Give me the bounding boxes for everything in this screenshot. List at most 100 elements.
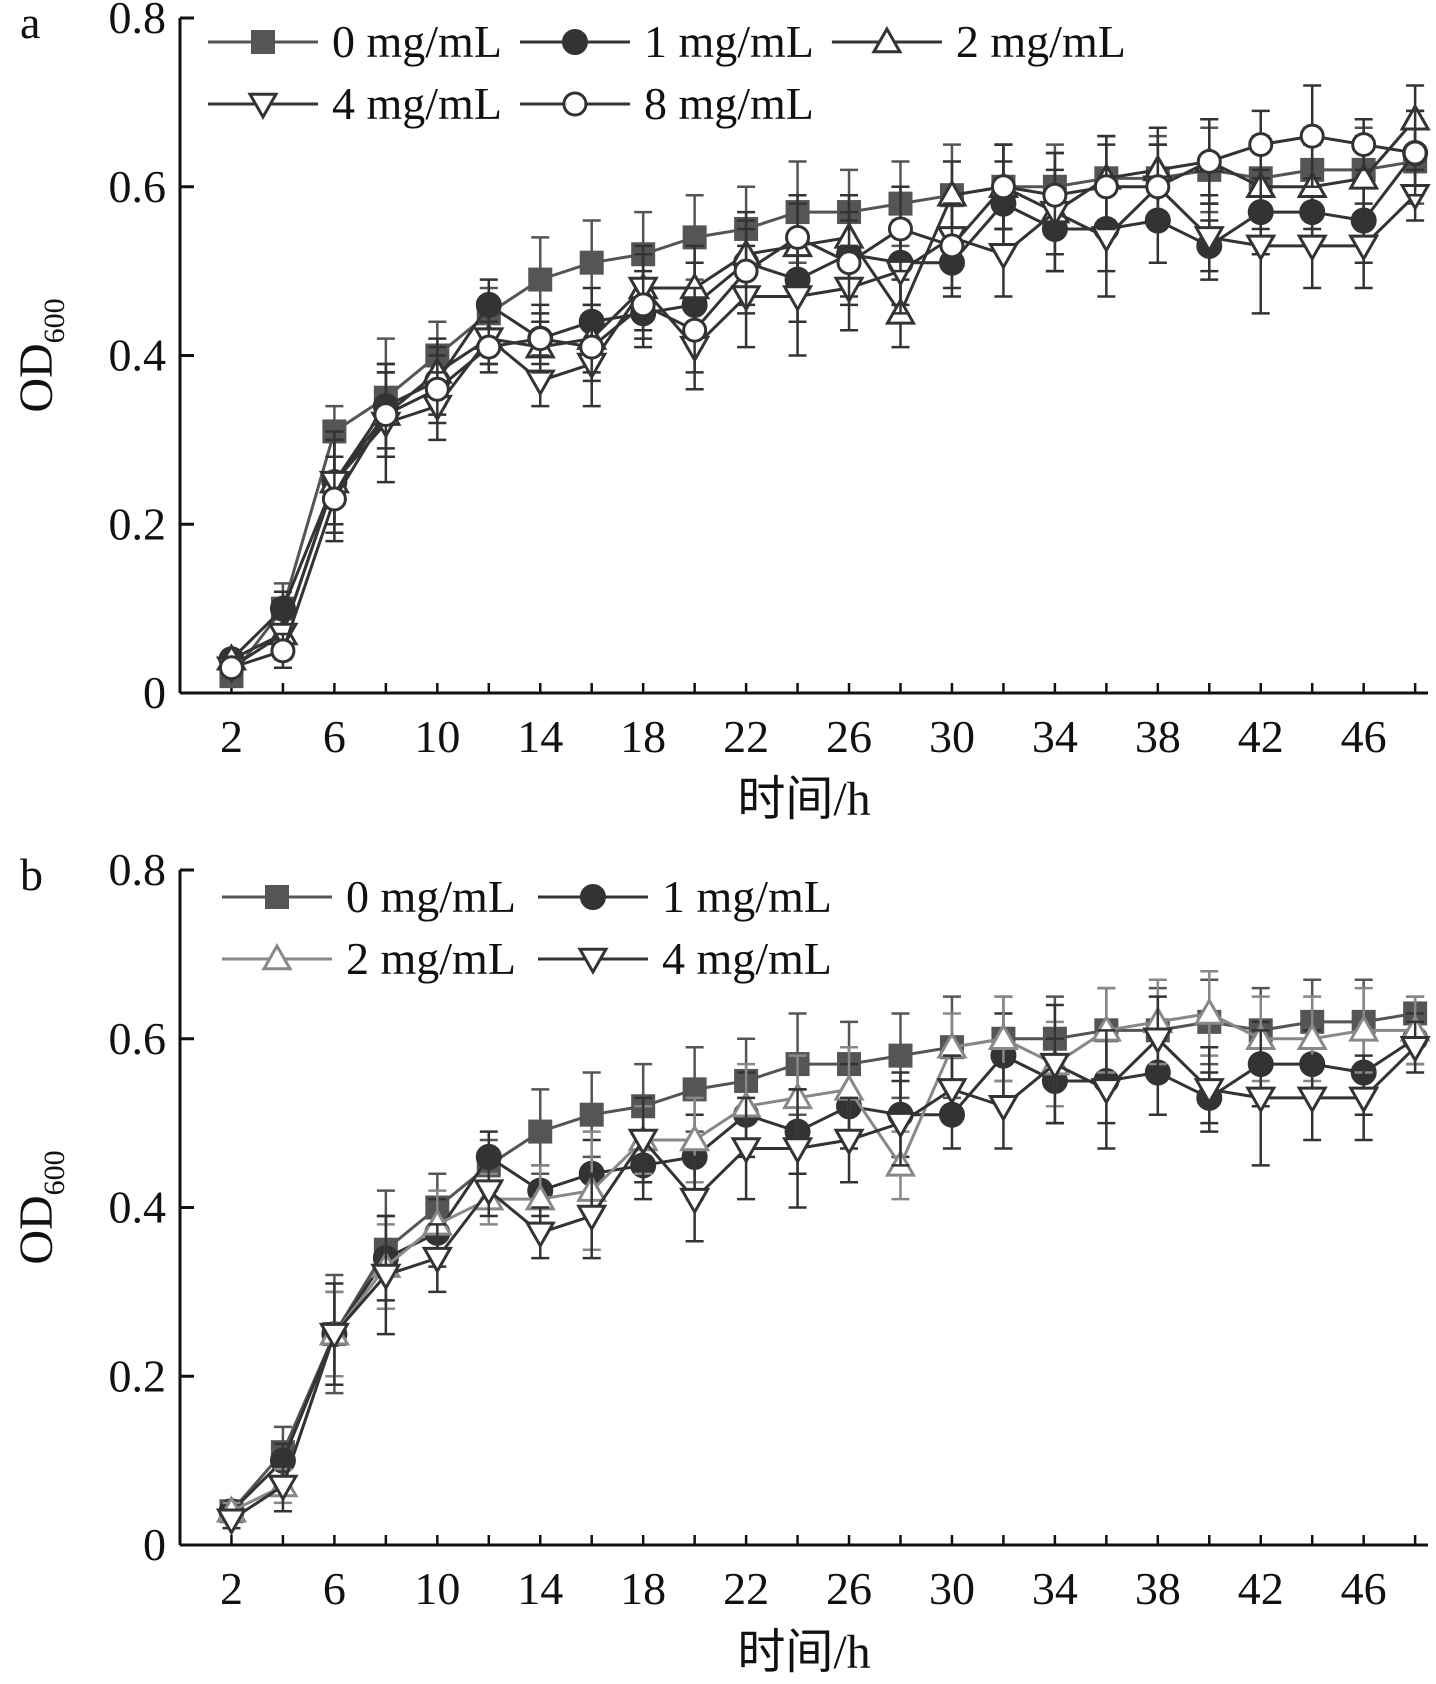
y-tick-label: 0 bbox=[143, 667, 166, 718]
data-point bbox=[524, 1221, 556, 1249]
data-point bbox=[218, 655, 244, 681]
data-point bbox=[987, 243, 1020, 271]
data-point bbox=[1142, 1027, 1174, 1055]
x-tick-label: 2 bbox=[220, 711, 243, 762]
series-line bbox=[230, 1037, 1416, 1513]
data-point bbox=[781, 285, 814, 313]
x-tick-label: 26 bbox=[826, 1563, 872, 1614]
x-tick-label: 18 bbox=[620, 711, 666, 762]
data-point bbox=[939, 233, 965, 259]
data-point bbox=[1196, 148, 1222, 174]
data-point bbox=[1245, 1086, 1277, 1114]
series-2-mg-ml bbox=[215, 84, 1431, 671]
data-point bbox=[579, 250, 604, 275]
data-point bbox=[1348, 1014, 1380, 1042]
data-point bbox=[1193, 1078, 1225, 1106]
x-tick-label: 42 bbox=[1238, 1563, 1284, 1614]
data-point bbox=[1042, 182, 1068, 208]
data-point bbox=[421, 1246, 453, 1275]
chart-panel-a: a00.20.40.60.82 6 10 14 18 22 26 30 34 38 42 46时间/h… bbox=[10, 0, 1431, 826]
panel-label: a bbox=[20, 0, 40, 48]
legend-label: 1 mg/mL bbox=[644, 16, 814, 67]
data-point bbox=[1039, 1052, 1071, 1081]
data-point bbox=[987, 1095, 1020, 1123]
data-point bbox=[1296, 1022, 1328, 1050]
data-point bbox=[682, 317, 708, 343]
data-point bbox=[1348, 1086, 1380, 1114]
data-point bbox=[785, 224, 811, 250]
legend: 0 mg/mL 1 mg/mL 2 mg/mL 4 mg/mL bbox=[222, 871, 832, 984]
series-4-mg-ml bbox=[215, 143, 1431, 684]
x-tick-label: 42 bbox=[1238, 711, 1284, 762]
data-point bbox=[318, 1322, 350, 1351]
data-point bbox=[1090, 226, 1122, 254]
data-point bbox=[987, 1022, 1020, 1050]
legend-swatch-marker bbox=[561, 29, 588, 55]
x-tick-label: 6 bbox=[323, 711, 346, 762]
data-point bbox=[1348, 234, 1380, 262]
legend-label: 0 mg/mL bbox=[332, 16, 502, 67]
x-tick-label: 10 bbox=[414, 1563, 460, 1614]
y-tick-label: 0.8 bbox=[109, 0, 167, 43]
data-point bbox=[1145, 174, 1171, 200]
x-tick-label: 10 bbox=[414, 711, 460, 762]
data-point bbox=[1296, 234, 1328, 262]
x-tick-label: 14 bbox=[517, 1563, 563, 1614]
x-tick-label: 30 bbox=[929, 1563, 975, 1614]
data-point bbox=[527, 326, 553, 352]
data-point bbox=[888, 1043, 913, 1068]
data-point bbox=[524, 369, 556, 397]
data-point bbox=[679, 1123, 711, 1152]
x-tick-label: 38 bbox=[1135, 1563, 1181, 1614]
data-point bbox=[370, 1263, 402, 1292]
legend-item-2-mg-ml: 2 mg/mL bbox=[831, 16, 1126, 67]
x-tick-label: 14 bbox=[517, 711, 563, 762]
y-axis-title-main: OD bbox=[10, 1195, 63, 1264]
data-point bbox=[990, 174, 1016, 200]
series-4-mg-ml bbox=[215, 995, 1431, 1536]
legend-item-1-mg-ml: 1 mg/mL bbox=[537, 871, 832, 922]
data-point bbox=[215, 1508, 248, 1536]
legend-item-4-mg-ml: 4 mg/mL bbox=[537, 933, 832, 984]
x-tick-label: 46 bbox=[1341, 711, 1387, 762]
data-point bbox=[473, 1179, 505, 1207]
data-point bbox=[1093, 174, 1119, 200]
data-point bbox=[267, 1474, 299, 1502]
legend-item-2-mg-ml: 2 mg/mL bbox=[222, 933, 516, 984]
legend-label: 4 mg/mL bbox=[662, 933, 832, 984]
x-tick-label: 34 bbox=[1032, 711, 1078, 762]
data-point bbox=[1296, 1086, 1328, 1114]
y-tick-label: 0 bbox=[143, 1519, 166, 1570]
data-point bbox=[1193, 226, 1225, 254]
y-tick-label: 0.4 bbox=[109, 1182, 167, 1233]
legend-item-4-mg-ml: 4 mg/mL bbox=[208, 78, 502, 129]
data-point bbox=[1348, 162, 1380, 190]
series-line bbox=[230, 152, 1417, 661]
data-point bbox=[579, 1102, 604, 1127]
y-tick-label: 0.2 bbox=[109, 498, 167, 549]
y-axis-title: OD600 bbox=[10, 1150, 71, 1264]
series-1-mg-ml bbox=[218, 1012, 1429, 1525]
y-tick-label: 0.4 bbox=[109, 330, 167, 381]
data-point bbox=[528, 1119, 553, 1144]
panel-label: b bbox=[20, 849, 43, 900]
y-axis-title: OD600 bbox=[10, 298, 71, 412]
legend-swatch-marker bbox=[579, 884, 606, 910]
data-point bbox=[630, 292, 656, 318]
series-8-mg-ml bbox=[218, 84, 1428, 681]
series-line bbox=[230, 118, 1417, 661]
legend-item-1-mg-ml: 1 mg/mL bbox=[519, 16, 814, 67]
y-tick-label: 0.8 bbox=[109, 844, 167, 895]
x-tick-label: 2 bbox=[220, 1563, 243, 1614]
data-point bbox=[1245, 234, 1277, 262]
x-tick-label: 6 bbox=[323, 1563, 346, 1614]
legend-label: 2 mg/mL bbox=[956, 16, 1126, 67]
legend-item-0-mg-ml: 0 mg/mL bbox=[208, 16, 502, 67]
legend-swatch-marker bbox=[265, 885, 289, 909]
series-2-mg-ml bbox=[215, 970, 1431, 1523]
legend-label: 8 mg/mL bbox=[644, 78, 814, 129]
series-line bbox=[230, 1011, 1416, 1513]
series-line bbox=[230, 184, 1417, 669]
data-point bbox=[627, 1128, 659, 1157]
